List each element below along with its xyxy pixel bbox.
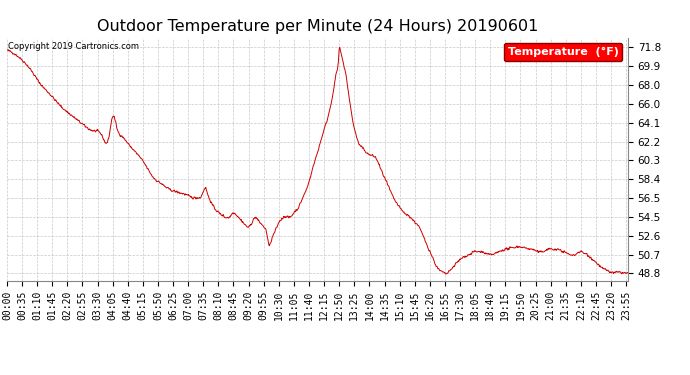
Text: Copyright 2019 Cartronics.com: Copyright 2019 Cartronics.com bbox=[8, 42, 139, 51]
Legend: Temperature  (°F): Temperature (°F) bbox=[504, 43, 622, 61]
Title: Outdoor Temperature per Minute (24 Hours) 20190601: Outdoor Temperature per Minute (24 Hours… bbox=[97, 18, 538, 33]
